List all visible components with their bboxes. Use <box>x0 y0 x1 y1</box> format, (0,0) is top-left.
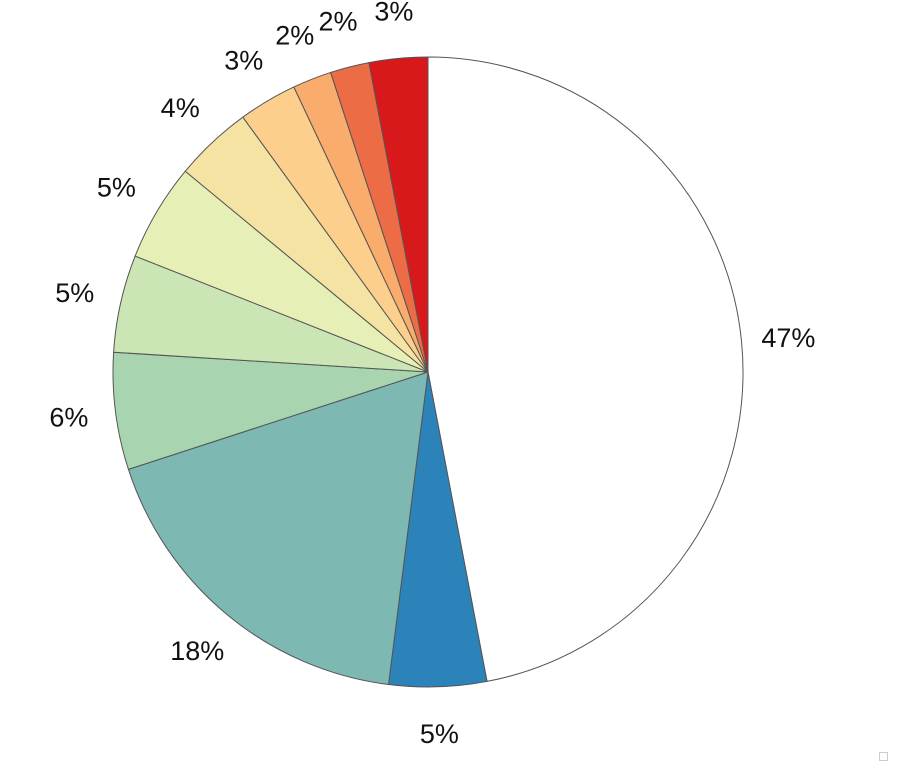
corner-mark <box>879 752 888 761</box>
pie-labels: 47% 5% 18% 6% 5% 5% 4% 3% 2% 2% 3% <box>49 0 815 749</box>
pie-slice-label-7: 4% <box>161 93 200 123</box>
pie-slice-label-4: 6% <box>49 402 88 432</box>
pie-slice-label-2: 5% <box>420 719 459 749</box>
pie-slice-label-1: 47% <box>761 323 815 353</box>
pie-slice-label-11: 3% <box>374 0 413 27</box>
pie-slice-1 <box>427 56 744 683</box>
pie-slice-11 <box>368 56 429 373</box>
pie-slice-label-8: 3% <box>224 45 263 75</box>
pie-slice-label-10: 2% <box>318 6 357 36</box>
pie-slice-label-5: 5% <box>55 278 94 308</box>
pie-slice-4 <box>112 351 429 470</box>
pie-slice-label-9: 2% <box>275 20 314 50</box>
pie-slice-label-6: 5% <box>97 173 136 203</box>
pie-slice-3 <box>127 371 429 686</box>
pie-slices <box>112 56 744 688</box>
pie-slice-label-3: 18% <box>170 636 224 666</box>
